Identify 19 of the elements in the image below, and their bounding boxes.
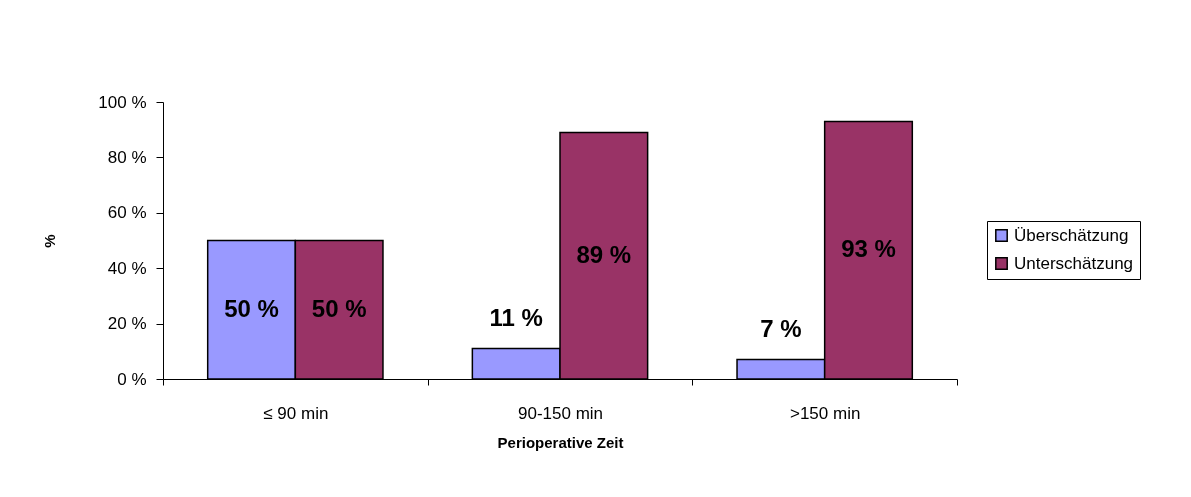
x-axis-title: Perioperative Zeit xyxy=(497,433,624,451)
data-label: 93 % xyxy=(841,235,896,263)
x-tick-label: >150 min xyxy=(789,403,861,423)
data-label: 50 % xyxy=(311,294,367,322)
data-label: 50 % xyxy=(224,294,279,322)
y-tick-label: 100 % xyxy=(98,92,147,112)
data-label: 89 % xyxy=(576,240,632,268)
y-axis-title: % xyxy=(41,234,59,248)
x-tick-label: 90-150 min xyxy=(517,403,604,423)
legend-label: Überschätzung xyxy=(1014,225,1129,245)
data-label: 11 % xyxy=(489,303,543,331)
y-tick-label: 80 % xyxy=(107,147,147,167)
y-tick-label: 0 % xyxy=(117,369,147,389)
x-tick-label: ≤ 90 min xyxy=(263,403,329,423)
y-tick-label: 20 % xyxy=(107,314,147,334)
data-label: 7 % xyxy=(760,314,802,342)
y-tick-label: 40 % xyxy=(107,258,147,278)
y-tick-label: 60 % xyxy=(107,203,147,223)
legend-label: Unterschätzung xyxy=(1014,253,1134,273)
